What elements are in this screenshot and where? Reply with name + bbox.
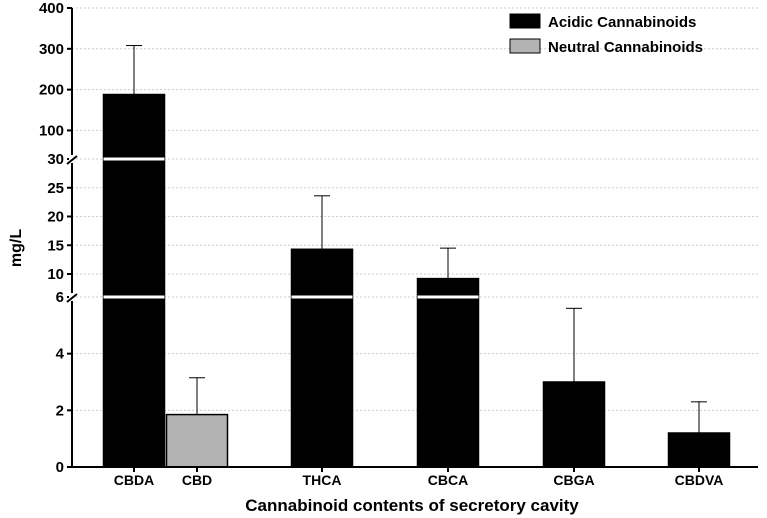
bar-cbdva	[667, 432, 731, 468]
y-tick-label: 400	[39, 0, 64, 17]
legend-label-neutral: Neutral Cannabinoids	[548, 39, 703, 56]
y-tick-label: 6	[56, 289, 64, 306]
y-tick-labels: 0 2 4 6 10 15 20 25 30 100 200 300 400	[39, 0, 65, 476]
x-tick-label-cbd: CBD	[182, 472, 212, 488]
y-tick-label: 20	[47, 209, 64, 226]
y-tick-label: 2	[56, 402, 64, 419]
bar-cbd	[165, 413, 229, 468]
axis-break-marker	[66, 155, 78, 165]
y-tick-label: 100	[39, 122, 64, 139]
x-tick-label-cbca: CBCA	[428, 472, 468, 488]
x-tick-label-cbda: CBDA	[114, 472, 154, 488]
y-tick-label: 30	[47, 151, 64, 168]
bar-cbga	[542, 381, 606, 468]
x-tick-label-cbdva: CBDVA	[675, 472, 724, 488]
y-axis-label: mg/L	[8, 229, 25, 267]
bar-thca	[290, 248, 354, 468]
bar-cbca	[416, 277, 480, 468]
legend: Acidic Cannabinoids Neutral Cannabinoids	[509, 13, 703, 56]
legend-swatch-acidic	[509, 13, 541, 29]
x-tick-label-cbga: CBGA	[553, 472, 594, 488]
y-tick-label: 0	[56, 459, 64, 476]
legend-label-acidic: Acidic Cannabinoids	[548, 14, 696, 31]
y-tick-label: 4	[56, 346, 65, 363]
y-tick-label: 15	[47, 237, 64, 254]
bar-cbda	[102, 93, 166, 468]
axis-break-marker	[66, 293, 78, 303]
axes	[66, 7, 758, 472]
bars	[102, 45, 731, 468]
x-tick-labels: CBDA CBD THCA CBCA CBGA CBDVA	[114, 472, 724, 488]
y-tick-label: 200	[39, 82, 64, 99]
legend-swatch-neutral	[509, 38, 541, 54]
y-tick-label: 25	[47, 180, 64, 197]
y-tick-label: 300	[39, 41, 64, 58]
grid-lines	[72, 7, 758, 411]
y-tick-label: 10	[47, 266, 64, 283]
x-axis-label: Cannabinoid contents of secretory cavity	[245, 496, 579, 515]
x-tick-label-thca: THCA	[303, 472, 342, 488]
